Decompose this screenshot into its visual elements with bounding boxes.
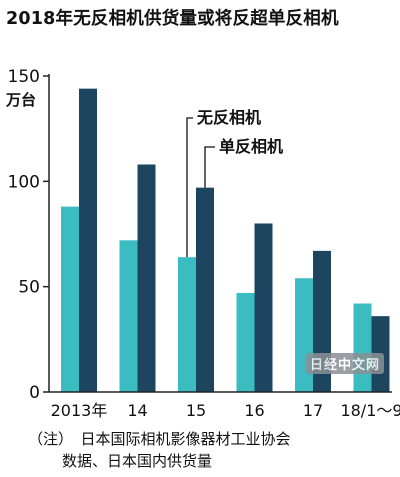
watermark-logo: 日经中文网 [306, 353, 385, 374]
legend-leader-dslr [204, 146, 215, 188]
bar-mirrorless [295, 278, 313, 392]
y-tick-label: 0 [29, 383, 40, 403]
y-tick-label: 50 [18, 278, 40, 298]
footnote: （注） 日本国际相机影像器材工业协会 数据、日本国内供货量 [28, 428, 291, 472]
y-tick-label: 100 [8, 172, 40, 192]
y-tick-label: 150 [8, 67, 40, 87]
bar-mirrorless [353, 303, 372, 392]
legend-dslr: 单反相机 [219, 137, 283, 156]
bar-mirrorless [236, 292, 255, 392]
bar-dslr [79, 88, 97, 392]
bar-dslr [137, 164, 156, 392]
legend-mirrorless: 无反相机 [196, 108, 261, 127]
x-tick-label: 16 [244, 401, 264, 420]
x-tick-label: 2013年 [51, 401, 108, 420]
bar-mirrorless [119, 240, 138, 392]
x-tick-label: 15 [186, 401, 206, 420]
y-axis-unit: 万台 [6, 91, 37, 109]
bar-dslr [254, 223, 273, 392]
bar-dslr [196, 187, 214, 392]
footnote-line-1: （注） 日本国际相机影像器材工业协会 [28, 430, 291, 448]
chart-title: 2018年无反相机供货量或将反超单反相机 [6, 9, 339, 29]
x-tick-label: 17 [303, 401, 323, 420]
bar-mirrorless [61, 206, 79, 392]
x-tick-label: 18/1～9 [340, 401, 400, 420]
legend-leader-mirrorless [186, 117, 193, 258]
bar-mirrorless [178, 257, 196, 392]
footnote-line-2: 数据、日本国内供货量 [62, 452, 213, 470]
x-tick-label: 14 [127, 401, 147, 420]
